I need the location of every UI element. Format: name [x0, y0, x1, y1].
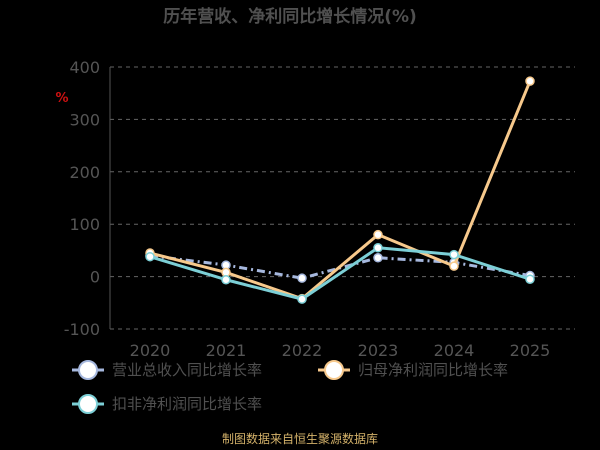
y-axis-ticks: 400 300 200 100 0 -100	[64, 58, 100, 339]
data-point[interactable]	[449, 249, 459, 260]
y-tick-label: 200	[69, 163, 100, 182]
series-line	[149, 246, 531, 301]
legend-marker-icon	[78, 360, 98, 380]
series-line	[149, 80, 532, 301]
x-tick-label: 2023	[358, 341, 399, 360]
y-tick-label: 400	[69, 58, 100, 77]
data-point[interactable]	[373, 243, 383, 253]
data-point[interactable]	[373, 252, 383, 263]
source-note: 制图数据来自恒生聚源数据库	[222, 431, 378, 446]
data-point[interactable]	[449, 261, 459, 271]
x-axis-ticks: 2020 2021 2022 2023 2024 2025	[130, 341, 551, 360]
y-tick-label: 300	[69, 110, 100, 129]
data-point[interactable]	[525, 76, 535, 86]
legend-label: 营业总收入同比增长率	[112, 361, 262, 379]
legend-marker-icon	[78, 394, 98, 414]
data-point[interactable]	[221, 274, 231, 285]
legend-item-2[interactable]: 扣非净利润同比增长率	[72, 394, 262, 414]
y-tick-label: 100	[69, 215, 100, 234]
data-point[interactable]	[373, 229, 383, 240]
series-lines	[145, 76, 535, 304]
x-tick-label: 2022	[282, 341, 323, 360]
data-point[interactable]	[145, 251, 155, 262]
grid	[109, 66, 575, 330]
y-tick-label: -100	[64, 320, 100, 339]
legend-marker-icon	[324, 360, 344, 380]
x-tick-label: 2020	[130, 341, 171, 360]
chart-title: 历年营收、净利同比增长情况(%)	[163, 6, 417, 27]
legend-label: 归母净利润同比增长率	[358, 361, 508, 379]
x-tick-label: 2025	[510, 341, 551, 360]
legend-item-0[interactable]: 营业总收入同比增长率	[72, 360, 262, 380]
y-tick-label: 0	[90, 268, 100, 287]
x-tick-label: 2024	[434, 341, 475, 360]
legend-label: 扣非净利润同比增长率	[112, 395, 262, 413]
data-point[interactable]	[297, 273, 307, 283]
data-point[interactable]	[297, 294, 307, 304]
y-unit-label: %	[55, 91, 68, 106]
x-tick-label: 2021	[206, 341, 247, 360]
series-2	[145, 243, 535, 304]
legend-item-1[interactable]: 归母净利润同比增长率	[318, 360, 508, 380]
data-point[interactable]	[525, 274, 535, 284]
